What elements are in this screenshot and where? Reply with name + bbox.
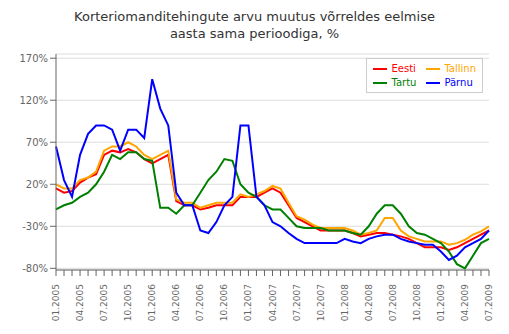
html-text:Tartu: Tartu xyxy=(391,77,417,88)
svg-text:10.2006: 10.2006 xyxy=(219,284,229,321)
svg-text:-30%: -30% xyxy=(22,221,48,232)
html-text:Pärnu: Pärnu xyxy=(444,77,473,88)
svg-text:170%: 170% xyxy=(19,53,48,64)
svg-text:07.2008: 07.2008 xyxy=(388,284,398,321)
svg-text:01.2007: 01.2007 xyxy=(243,284,253,321)
svg-text:10.2007: 10.2007 xyxy=(316,284,326,321)
svg-text:01.2006: 01.2006 xyxy=(147,284,157,321)
svg-text:04.2006: 04.2006 xyxy=(171,284,181,321)
svg-text:01.2009: 01.2009 xyxy=(436,284,446,321)
svg-text:07.2005: 07.2005 xyxy=(99,284,109,321)
svg-text:01.2008: 01.2008 xyxy=(340,284,350,321)
svg-text:07.2007: 07.2007 xyxy=(292,284,302,321)
svg-text:07.2006: 07.2006 xyxy=(195,284,205,321)
html-text:Eesti: Eesti xyxy=(391,63,416,74)
svg-text:70%: 70% xyxy=(26,137,48,148)
svg-text:04.2008: 04.2008 xyxy=(364,284,374,321)
svg-text:10.2008: 10.2008 xyxy=(412,284,422,321)
html-text:Tallinn: Tallinn xyxy=(444,63,476,74)
svg-text:120%: 120% xyxy=(19,95,48,106)
svg-text:-80%: -80% xyxy=(22,263,48,274)
svg-text:04.2005: 04.2005 xyxy=(75,284,85,321)
svg-text:04.2007: 04.2007 xyxy=(268,284,278,321)
svg-text:10.2005: 10.2005 xyxy=(123,284,133,321)
html-text:Korteriomanditehingute arvu mu: Korteriomanditehingute arvu muutus võrre… xyxy=(74,9,435,41)
svg-text:04.2009: 04.2009 xyxy=(460,284,470,321)
svg-text:20%: 20% xyxy=(26,179,48,190)
svg-text:07.2009: 07.2009 xyxy=(484,284,494,321)
svg-text:01.2005: 01.2005 xyxy=(51,284,61,321)
